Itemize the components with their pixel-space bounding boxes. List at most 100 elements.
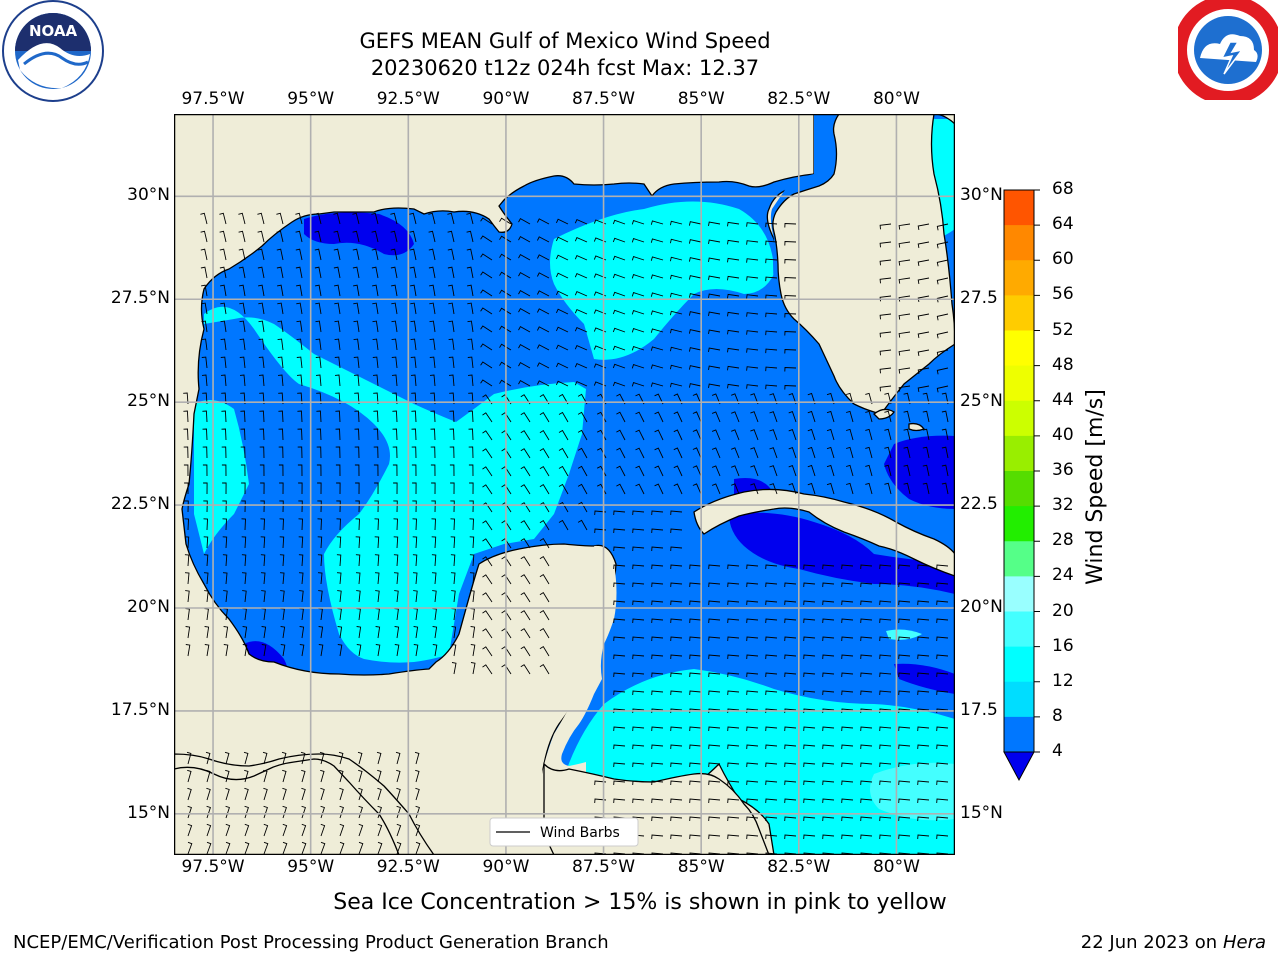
- wind-barb: [220, 338, 227, 351]
- wind-barb: [865, 482, 873, 495]
- wind-barb: [314, 230, 322, 243]
- wind-barb: [518, 271, 531, 279]
- wind-barb: [318, 590, 323, 603]
- wind-barb: [577, 429, 588, 441]
- wind-barb: [334, 338, 341, 351]
- wind-barb: [654, 429, 664, 441]
- wind-barb: [520, 502, 531, 513]
- wind-barb: [482, 484, 493, 495]
- wind-barb: [466, 212, 474, 225]
- wind-barb: [558, 411, 569, 423]
- colorbar-segment: [1004, 611, 1034, 648]
- wind-barb: [765, 294, 778, 300]
- wind-barb: [689, 564, 702, 570]
- wind-barb: [841, 726, 854, 732]
- x-tick-label-bottom: 92.5°W: [376, 857, 440, 877]
- wind-barb: [594, 510, 607, 516]
- wind-barb: [555, 254, 569, 261]
- wind-barb: [501, 538, 512, 549]
- wind-barb: [411, 446, 417, 459]
- wind-barb: [651, 582, 664, 588]
- colorbar-tick-label: 20: [1052, 600, 1074, 621]
- wind-barb: [688, 347, 702, 352]
- wind-barb: [430, 464, 436, 477]
- wind-barb: [278, 464, 284, 477]
- wind-barb: [784, 636, 797, 642]
- wind-barb: [393, 536, 399, 549]
- wind-barb: [240, 410, 246, 423]
- wind-barb: [903, 446, 911, 459]
- wind-barb: [941, 428, 949, 441]
- wind-barb: [276, 266, 284, 279]
- wind-barb: [727, 726, 740, 732]
- wind-barb: [339, 823, 345, 837]
- wind-barb: [499, 361, 512, 369]
- wind-barb: [803, 762, 816, 768]
- wind-barb: [841, 834, 854, 840]
- wind-barb: [746, 294, 759, 299]
- wind-barb: [803, 600, 816, 606]
- wind-barb: [898, 816, 911, 822]
- wind-barb: [520, 520, 531, 531]
- wind-barb: [612, 237, 626, 243]
- wind-barb: [788, 393, 797, 405]
- wind-barb: [688, 311, 702, 316]
- wind-barb: [689, 582, 702, 588]
- wind-barb: [898, 672, 911, 678]
- x-tick-label-top: 92.5°W: [376, 89, 440, 109]
- wind-barb: [651, 546, 664, 552]
- wind-barb: [257, 212, 265, 225]
- wind-barb: [468, 392, 474, 405]
- wind-barb: [518, 289, 531, 297]
- wind-barb: [482, 430, 493, 441]
- wind-barb: [670, 834, 683, 840]
- wind-barb: [392, 428, 398, 441]
- wind-barb: [320, 841, 326, 855]
- wind-barb: [467, 302, 474, 315]
- wind-barb: [746, 726, 759, 732]
- wind-barb: [468, 464, 474, 477]
- wind-barb: [431, 482, 436, 495]
- y-tick-label-right: 17.5: [960, 699, 998, 720]
- wind-barb: [577, 465, 588, 477]
- wind-barb: [391, 320, 398, 333]
- wind-barb: [613, 780, 626, 786]
- wind-barb: [769, 393, 778, 405]
- wind-barb: [450, 500, 455, 513]
- wind-barb: [390, 248, 398, 261]
- wind-barb: [708, 852, 721, 855]
- wind-barb: [279, 554, 285, 567]
- wind-barb: [784, 600, 797, 606]
- wind-barb: [411, 410, 417, 423]
- wind-barb: [239, 374, 246, 387]
- wind-barb: [449, 410, 455, 423]
- wind-barb: [201, 302, 208, 315]
- wind-barb: [917, 277, 930, 284]
- wind-barb: [539, 645, 550, 657]
- wind-barb: [826, 464, 835, 477]
- wind-barb: [917, 636, 930, 642]
- wind-barb: [727, 762, 740, 768]
- wind-barb: [708, 347, 721, 352]
- wind-barb: [375, 644, 381, 657]
- wind-barb: [200, 248, 208, 261]
- wind-barb: [520, 466, 531, 477]
- wind-barb: [826, 446, 835, 459]
- wind-barb: [184, 482, 189, 495]
- wind-barb: [784, 277, 797, 282]
- wind-barb: [428, 230, 436, 243]
- wind-barb: [185, 644, 191, 657]
- wind-barb: [650, 310, 664, 315]
- wind-barb: [879, 367, 892, 374]
- wind-barb: [202, 446, 208, 459]
- wind-barb: [259, 392, 265, 405]
- wind-barb: [536, 272, 550, 279]
- wind-barb: [555, 344, 569, 351]
- wind-barb: [688, 257, 702, 262]
- wind-barb: [520, 484, 531, 495]
- wind-barb: [631, 292, 645, 297]
- wind-barb: [499, 253, 512, 261]
- wind-barb: [372, 356, 379, 369]
- colorbar-segment: [1004, 576, 1034, 612]
- wind-barb: [879, 582, 892, 588]
